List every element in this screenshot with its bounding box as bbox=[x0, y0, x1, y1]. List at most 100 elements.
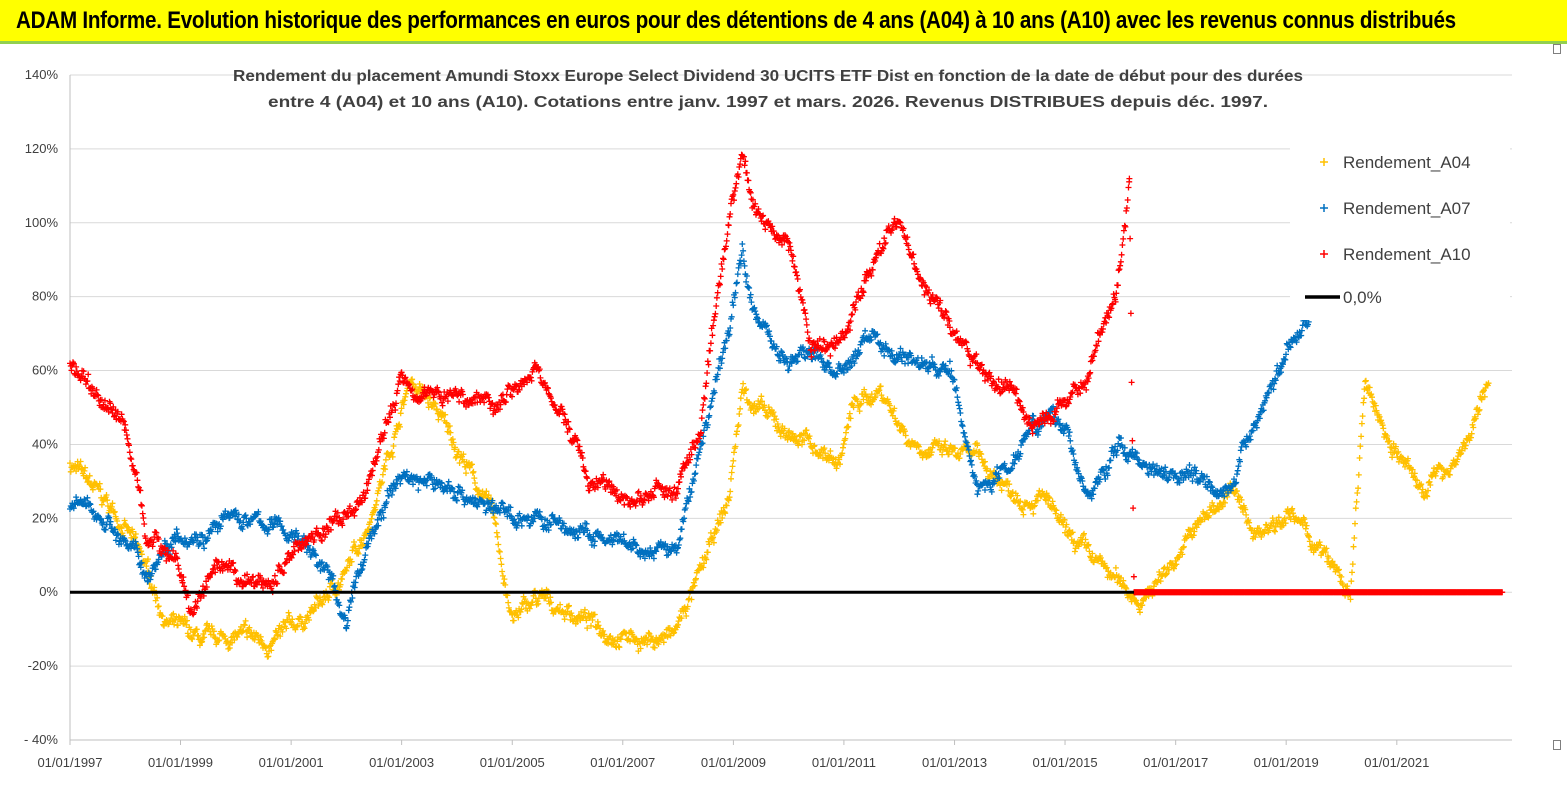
data-point bbox=[825, 359, 832, 366]
data-point bbox=[537, 374, 544, 381]
data-point bbox=[671, 484, 678, 491]
data-point bbox=[692, 576, 699, 583]
data-point bbox=[951, 376, 958, 383]
data-point bbox=[515, 614, 522, 621]
data-point bbox=[559, 406, 566, 413]
data-point bbox=[915, 443, 922, 450]
data-point bbox=[353, 506, 360, 513]
data-point bbox=[743, 386, 750, 393]
data-point bbox=[832, 345, 838, 352]
data-point bbox=[1012, 390, 1019, 397]
data-point bbox=[86, 472, 93, 479]
data-point bbox=[734, 171, 741, 178]
data-point bbox=[699, 440, 706, 447]
data-point bbox=[578, 608, 585, 615]
data-point bbox=[1089, 550, 1096, 557]
data-point bbox=[566, 426, 573, 433]
data-point bbox=[808, 346, 815, 353]
data-point bbox=[862, 277, 869, 284]
data-point bbox=[198, 639, 205, 646]
data-point bbox=[1303, 522, 1310, 529]
data-point bbox=[219, 567, 226, 574]
data-point bbox=[1102, 476, 1109, 482]
data-point bbox=[1232, 480, 1239, 487]
data-point bbox=[434, 406, 440, 413]
top-banner: ADAM Informe. Evolution historique des p… bbox=[0, 0, 1567, 44]
data-point bbox=[840, 444, 846, 451]
data-point bbox=[586, 487, 593, 494]
data-point bbox=[1298, 327, 1305, 334]
data-point bbox=[381, 429, 388, 436]
data-point bbox=[1053, 408, 1060, 415]
data-point bbox=[173, 554, 180, 561]
data-point bbox=[945, 451, 952, 458]
data-point bbox=[1274, 362, 1281, 369]
data-point bbox=[242, 581, 249, 588]
data-point bbox=[345, 513, 352, 520]
data-point bbox=[360, 562, 366, 569]
data-point bbox=[1075, 470, 1082, 477]
data-point bbox=[693, 462, 700, 469]
data-point bbox=[1163, 571, 1169, 578]
data-point bbox=[423, 482, 430, 489]
data-point bbox=[401, 397, 408, 404]
data-point bbox=[1067, 437, 1074, 444]
data-point bbox=[966, 453, 973, 459]
data-point bbox=[739, 241, 746, 247]
data-point bbox=[557, 601, 564, 608]
data-point bbox=[584, 475, 591, 482]
data-point bbox=[1265, 389, 1272, 396]
data-point bbox=[174, 555, 181, 562]
data-point bbox=[183, 621, 190, 628]
data-point bbox=[811, 347, 818, 354]
data-point bbox=[547, 594, 554, 601]
data-point bbox=[118, 541, 125, 547]
data-point bbox=[682, 505, 689, 512]
y-tick-label: - 40% bbox=[24, 732, 58, 747]
data-point bbox=[368, 535, 375, 542]
data-point bbox=[133, 542, 140, 549]
data-point bbox=[901, 428, 908, 435]
data-point bbox=[589, 617, 596, 623]
data-point bbox=[1245, 517, 1252, 523]
data-point bbox=[728, 475, 734, 482]
data-point bbox=[931, 298, 938, 305]
data-point bbox=[1249, 427, 1256, 434]
data-point bbox=[403, 468, 410, 475]
data-point bbox=[1020, 409, 1027, 415]
data-point bbox=[723, 243, 729, 250]
data-point bbox=[388, 491, 395, 498]
data-point bbox=[728, 200, 734, 207]
data-point bbox=[1068, 390, 1075, 397]
data-point bbox=[1031, 502, 1038, 509]
data-point bbox=[1426, 478, 1433, 485]
data-point bbox=[681, 464, 688, 471]
data-point bbox=[902, 432, 909, 439]
data-point bbox=[616, 644, 623, 651]
data-point bbox=[461, 501, 468, 508]
data-point bbox=[409, 386, 416, 393]
data-point bbox=[1112, 443, 1119, 450]
data-point bbox=[194, 605, 200, 611]
data-point bbox=[730, 302, 737, 309]
data-point bbox=[822, 367, 829, 373]
data-point bbox=[701, 395, 708, 402]
data-point bbox=[859, 288, 866, 295]
data-point bbox=[1084, 542, 1091, 549]
data-point bbox=[1243, 443, 1250, 450]
data-point bbox=[583, 520, 590, 527]
data-point bbox=[748, 299, 755, 306]
data-point bbox=[313, 552, 319, 559]
data-point bbox=[678, 615, 685, 622]
data-point bbox=[914, 268, 921, 275]
data-point bbox=[240, 519, 247, 526]
data-point bbox=[294, 622, 301, 629]
data-point bbox=[235, 511, 242, 518]
data-point bbox=[737, 161, 744, 168]
data-point bbox=[1150, 461, 1157, 468]
data-point bbox=[1173, 561, 1180, 568]
data-point bbox=[232, 568, 239, 574]
data-point bbox=[507, 504, 514, 511]
data-point bbox=[138, 501, 145, 508]
data-point bbox=[634, 489, 641, 496]
